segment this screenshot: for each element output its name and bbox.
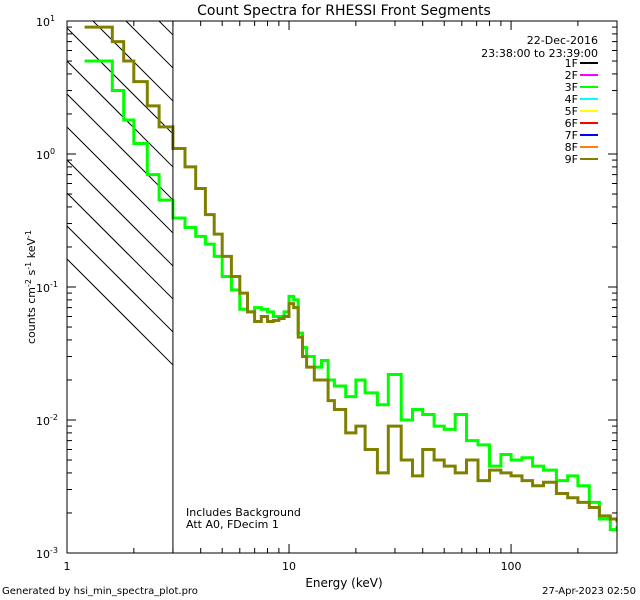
annotation-attenuator: Att A0, FDecim 1 <box>186 518 279 531</box>
series-3f-line <box>84 59 617 532</box>
hatch-line <box>67 0 173 2</box>
hatch-line <box>67 159 174 267</box>
chart-title: Count Spectra for RHESSI Front Segments <box>197 3 491 19</box>
plot-frame <box>66 20 618 554</box>
hatch-line <box>125 21 174 69</box>
legend-label: 6F <box>565 117 578 130</box>
annotation-background: Includes Background <box>186 506 301 519</box>
legend-date: 22-Dec-2016 <box>527 34 598 47</box>
legend-label: 8F <box>565 141 578 154</box>
hatch-line <box>67 126 174 234</box>
hatch-line <box>67 225 174 333</box>
hatch-line <box>67 192 174 300</box>
x-tick-label: 10 <box>282 560 296 573</box>
legend-label: 2F <box>565 69 578 82</box>
generated-by-text: Generated by hsi_min_spectra_plot.pro <box>2 586 198 597</box>
x-tick-label: 1 <box>64 560 71 573</box>
legend-label: 4F <box>565 93 578 106</box>
legend-label: 9F <box>565 153 578 166</box>
x-tick-label: 100 <box>501 560 522 573</box>
hatch-line <box>67 93 174 201</box>
y-tick-label: 100 <box>36 147 55 162</box>
hatch-line <box>92 21 174 102</box>
axis-ticks <box>66 20 618 554</box>
series-9f-line <box>84 25 617 523</box>
legend-label: 7F <box>565 129 578 142</box>
hatch-line <box>67 258 174 366</box>
hatch-line <box>158 21 174 36</box>
hatch-line <box>67 60 174 168</box>
hatched-excluded-region <box>67 0 174 366</box>
y-tick-label: 10-3 <box>36 546 58 561</box>
y-tick-label: 10-2 <box>36 413 58 428</box>
hatch-line <box>67 27 174 135</box>
timestamp-text: 27-Apr-2023 02:50 <box>542 586 636 597</box>
legend-label: 3F <box>565 81 578 94</box>
legend-label: 1F <box>565 57 578 70</box>
legend-time-range: 23:38:00 to 23:39:00 <box>481 47 598 60</box>
x-axis-label: Energy (keV) <box>305 576 382 590</box>
y-tick-label: 101 <box>36 14 55 29</box>
legend-label: 5F <box>565 105 578 118</box>
y-axis-label: counts cm-2 s-1 keV-1 <box>24 230 38 344</box>
y-tick-label: 10-1 <box>36 280 58 295</box>
